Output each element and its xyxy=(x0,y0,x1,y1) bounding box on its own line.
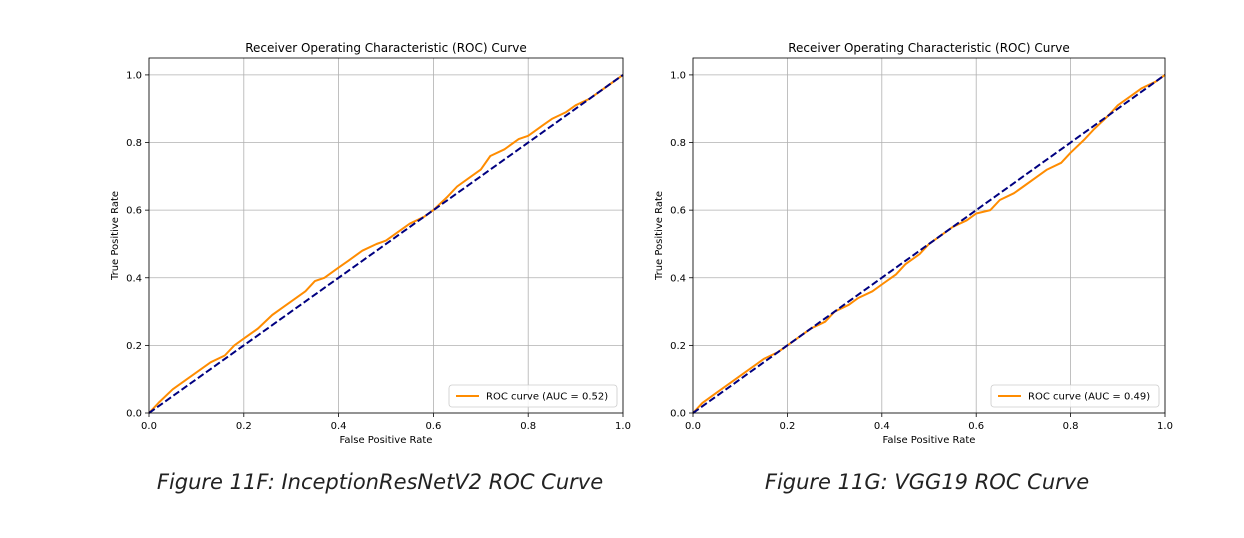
y-axis-label: True Positive Rate xyxy=(654,191,665,281)
x-tick-label: 0.4 xyxy=(331,421,347,432)
x-tick-label: 0.0 xyxy=(685,421,701,432)
x-tick-label: 0.6 xyxy=(968,421,984,432)
chart-title: Receiver Operating Characteristic (ROC) … xyxy=(245,41,527,55)
legend-label: ROC curve (AUC = 0.52) xyxy=(486,392,608,403)
diagonal-reference-line xyxy=(692,74,1166,414)
x-axis-label: False Positive Rate xyxy=(883,435,976,446)
y-tick-label: 0.2 xyxy=(126,341,142,352)
y-tick-label: 0.0 xyxy=(670,409,686,420)
y-axis-label: True Positive Rate xyxy=(110,191,121,281)
y-tick-label: 0.2 xyxy=(670,341,686,352)
axes-frame xyxy=(148,57,624,414)
y-tick-label: 0.6 xyxy=(670,206,686,217)
legend: ROC curve (AUC = 0.49) xyxy=(990,384,1160,408)
roc-chart-inceptionresnetv2: 0.0 0.2 0.4 0.6 0.8 1.0 0.0 0.2 0.4 0.6 0.8 1.0 Rece… xyxy=(110,41,631,446)
legend: ROC curve (AUC = 0.52) xyxy=(448,384,618,408)
x-tick-label: 0.2 xyxy=(779,421,795,432)
chart-title: Receiver Operating Characteristic (ROC) … xyxy=(788,41,1070,55)
y-tick-label: 0.4 xyxy=(670,273,686,284)
x-tick-label: 0.0 xyxy=(141,421,157,432)
x-tick-label: 1.0 xyxy=(615,421,631,432)
axes-frame xyxy=(692,57,1166,414)
y-tick-label: 0.8 xyxy=(670,138,686,149)
y-tick-label: 0.4 xyxy=(126,273,142,284)
x-tick-label: 0.8 xyxy=(520,421,536,432)
x-tick-label: 0.6 xyxy=(425,421,441,432)
roc-chart-vgg19: 0.0 0.2 0.4 0.6 0.8 1.0 0.0 0.2 0.4 0.6 0.8 1.0 Rece… xyxy=(654,41,1173,446)
diagonal-reference-line xyxy=(148,74,624,414)
legend-box xyxy=(448,384,618,408)
y-tick-label: 1.0 xyxy=(670,70,686,81)
legend-box xyxy=(990,384,1160,408)
x-tick-label: 1.0 xyxy=(1157,421,1173,432)
x-axis-label: False Positive Rate xyxy=(340,435,433,446)
roc-curve-line xyxy=(148,74,624,414)
x-tick-label: 0.8 xyxy=(1063,421,1079,432)
figure-caption-vgg19: Figure 11G: VGG19 ROC Curve xyxy=(764,470,1090,494)
y-tick-label: 1.0 xyxy=(126,70,142,81)
y-tick-label: 0.8 xyxy=(126,138,142,149)
figure-caption-inceptionresnetv2: Figure 11F: InceptionResNetV2 ROC Curve xyxy=(156,470,604,494)
x-tick-label: 0.4 xyxy=(874,421,890,432)
x-tick-label: 0.2 xyxy=(236,421,252,432)
y-tick-label: 0.6 xyxy=(126,206,142,217)
legend-label: ROC curve (AUC = 0.49) xyxy=(1028,392,1150,403)
y-tick-label: 0.0 xyxy=(126,409,142,420)
